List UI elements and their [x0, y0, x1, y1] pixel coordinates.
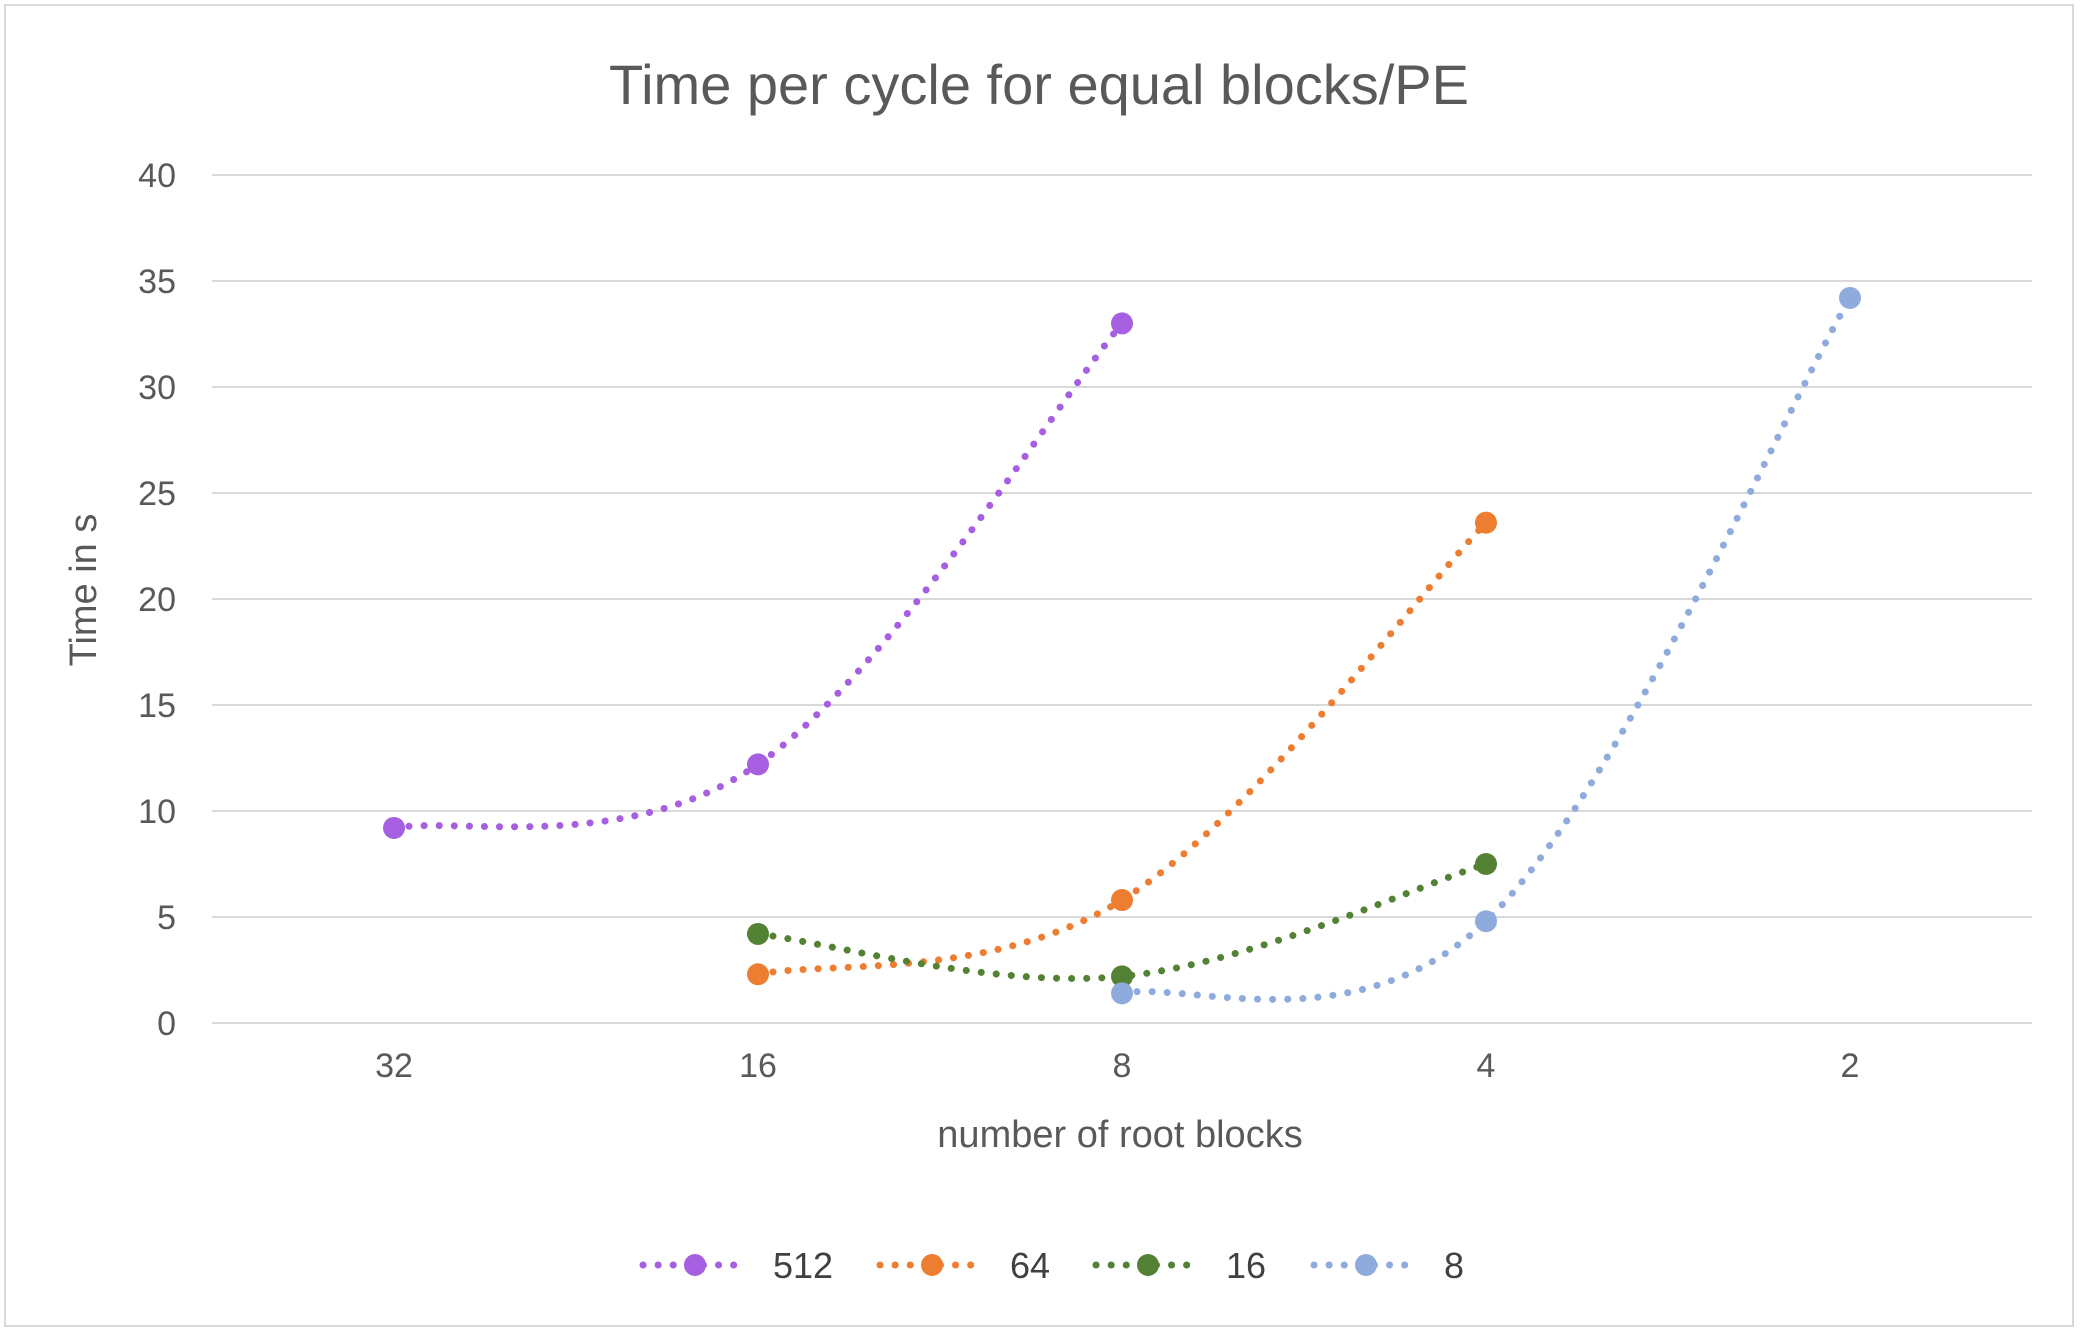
legend-item-16: 16: [1092, 1245, 1266, 1286]
legend-swatch-marker: [684, 1254, 706, 1276]
series-line-512: [390, 319, 1126, 832]
legend-label: 64: [1010, 1245, 1050, 1286]
y-tick-label: 30: [138, 369, 176, 407]
series-line-16: [754, 860, 1490, 982]
x-axis-ticks: 32 16 8 4 2: [375, 1047, 1859, 1085]
gridlines: [212, 174, 2032, 1024]
y-tick-label: 5: [157, 899, 176, 937]
legend-swatch-marker: [1355, 1254, 1377, 1276]
y-tick-label: 20: [138, 581, 176, 619]
series-lines: [383, 286, 1861, 1005]
y-tick-label: 15: [138, 687, 176, 725]
legend-swatch-marker: [921, 1254, 943, 1276]
x-tick-label: 32: [375, 1047, 413, 1085]
series-line-8: [1118, 294, 1854, 1003]
series-64: [747, 511, 1497, 986]
data-point-512-16: [747, 753, 769, 776]
legend-label: 512: [773, 1245, 833, 1286]
series-512: [383, 312, 1133, 839]
y-tick-label: 0: [157, 1005, 176, 1043]
x-axis-title: number of root blocks: [937, 1114, 1302, 1156]
data-point-8-4: [1475, 910, 1497, 933]
legend: 512 64 16 8: [639, 1245, 1464, 1286]
legend-label: 16: [1226, 1245, 1266, 1286]
x-tick-label: 8: [1113, 1047, 1132, 1085]
data-point-16-8: [1111, 965, 1133, 988]
data-point-64-4: [1475, 511, 1497, 534]
x-tick-label: 16: [739, 1047, 777, 1085]
chart-title: Time per cycle for equal blocks/PE: [609, 53, 1469, 116]
legend-label: 8: [1444, 1245, 1464, 1286]
series-16: [747, 853, 1497, 988]
series-8: [1111, 286, 1861, 1005]
chart-frame: Time per cycle for equal blocks/PE 0 5 10 1…: [4, 4, 2074, 1327]
line-chart: Time per cycle for equal blocks/PE 0 5 10 1…: [63, 53, 2032, 1286]
data-point-8-2: [1839, 286, 1861, 309]
legend-item-8: 8: [1310, 1245, 1464, 1286]
y-axis-title: Time in s: [63, 514, 105, 667]
legend-item-64: 64: [876, 1245, 1050, 1286]
data-point-16-4: [1475, 853, 1497, 875]
data-point-512-8: [1111, 312, 1133, 335]
data-point-16-16: [747, 922, 769, 945]
series-line-64: [754, 519, 1490, 978]
x-tick-label: 2: [1841, 1047, 1860, 1085]
data-point-512-32: [383, 816, 405, 839]
x-tick-label: 4: [1477, 1047, 1496, 1085]
legend-swatch-marker: [1137, 1254, 1159, 1276]
y-tick-label: 40: [138, 157, 176, 195]
data-point-8-8: [1111, 982, 1133, 1005]
y-tick-label: 10: [138, 793, 176, 831]
y-tick-label: 25: [138, 475, 176, 513]
y-tick-label: 35: [138, 263, 176, 301]
data-point-64-16: [747, 963, 769, 986]
y-axis-ticks: 0 5 10 15 20 25 30 35 40: [138, 157, 176, 1043]
legend-item-512: 512: [639, 1245, 833, 1286]
data-point-64-8: [1111, 889, 1133, 912]
